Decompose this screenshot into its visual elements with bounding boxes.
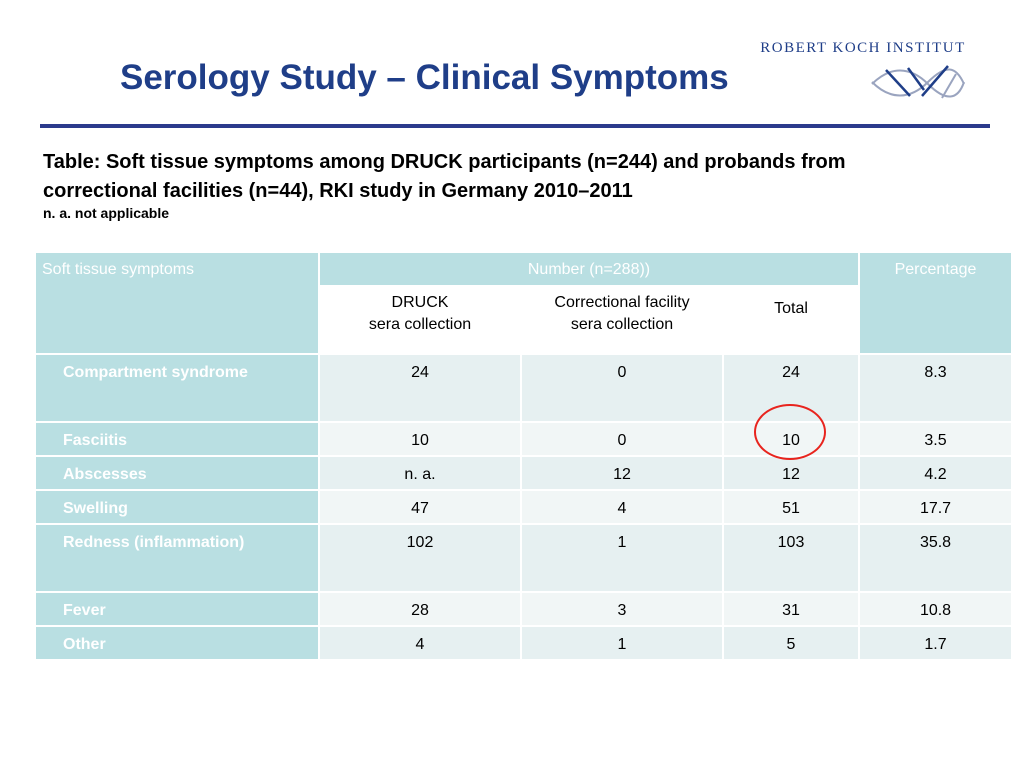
cell-total: 12 bbox=[721, 455, 861, 491]
cell-druck: 24 bbox=[318, 353, 522, 423]
header-soft-tissue-symptoms: Soft tissue symptoms bbox=[34, 251, 320, 355]
symptoms-table: Soft tissue symptoms Number (n=288)) Per… bbox=[34, 251, 1014, 661]
header-number-group: Number (n=288)) bbox=[317, 251, 861, 287]
cell-druck: 47 bbox=[318, 489, 522, 525]
header-druck-line-1: DRUCK bbox=[391, 294, 449, 311]
table-row: Fever 28 3 31 10.8 bbox=[34, 591, 1014, 627]
cell-total: 31 bbox=[721, 591, 861, 627]
cell-druck: 102 bbox=[318, 523, 522, 593]
cell-druck: 28 bbox=[318, 591, 522, 627]
cell-druck: n. a. bbox=[318, 455, 522, 491]
cell-percentage: 4.2 bbox=[858, 455, 1014, 491]
row-label: Swelling bbox=[34, 489, 320, 525]
row-label: Redness (inflammation) bbox=[34, 523, 320, 593]
cell-correctional: 12 bbox=[520, 455, 724, 491]
header-druck: DRUCK sera collection bbox=[318, 285, 522, 355]
cell-percentage: 1.7 bbox=[858, 625, 1014, 661]
table-row: Other 4 1 5 1.7 bbox=[34, 625, 1014, 661]
table-row: Swelling 47 4 51 17.7 bbox=[34, 489, 1014, 525]
title-divider bbox=[40, 124, 990, 128]
header-correctional: Correctional facility sera collection bbox=[520, 285, 724, 355]
cell-correctional: 1 bbox=[520, 625, 724, 661]
table-row: Redness (inflammation) 102 1 103 35.8 bbox=[34, 523, 1014, 593]
caption-line-1: Table: Soft tissue symptoms among DRUCK … bbox=[43, 151, 846, 173]
header-druck-line-2: sera collection bbox=[368, 316, 472, 333]
cell-correctional: 0 bbox=[520, 421, 724, 457]
table-caption: Table: Soft tissue symptoms among DRUCK … bbox=[43, 148, 993, 206]
highlight-circle bbox=[754, 404, 826, 460]
table-row: Abscesses n. a. 12 12 4.2 bbox=[34, 455, 1014, 491]
table-row: Compartment syndrome 24 0 24 8.3 bbox=[34, 353, 1014, 423]
header-correctional-line-1: Correctional facility bbox=[554, 294, 690, 311]
cell-druck: 10 bbox=[318, 421, 522, 457]
rki-helix-logo-icon bbox=[871, 65, 965, 99]
cell-correctional: 3 bbox=[520, 591, 724, 627]
cell-correctional: 1 bbox=[520, 523, 724, 593]
cell-total: 103 bbox=[721, 523, 861, 593]
cell-druck: 4 bbox=[318, 625, 522, 661]
table-row: Fasciitis 10 0 10 3.5 bbox=[34, 421, 1014, 457]
cell-percentage: 17.7 bbox=[858, 489, 1014, 525]
cell-percentage: 8.3 bbox=[858, 353, 1014, 423]
header-correctional-line-2: sera collection bbox=[570, 316, 674, 333]
cell-correctional: 4 bbox=[520, 489, 724, 525]
row-label: Abscesses bbox=[34, 455, 320, 491]
row-label: Fever bbox=[34, 591, 320, 627]
rki-logo: ROBERT KOCH INSTITUT bbox=[752, 40, 974, 104]
caption-line-2: correctional facilities (n=44), RKI stud… bbox=[43, 180, 633, 202]
row-label: Compartment syndrome bbox=[34, 353, 320, 423]
cell-total: 5 bbox=[721, 625, 861, 661]
page-title: Serology Study – Clinical Symptoms bbox=[120, 58, 729, 97]
cell-percentage: 10.8 bbox=[858, 591, 1014, 627]
logo-text: ROBERT KOCH INSTITUT bbox=[760, 40, 966, 56]
header-total-label: Total bbox=[774, 300, 808, 317]
header-total: Total bbox=[721, 285, 861, 355]
row-label: Fasciitis bbox=[34, 421, 320, 457]
cell-total: 51 bbox=[721, 489, 861, 525]
cell-percentage: 35.8 bbox=[858, 523, 1014, 593]
table-note: n. a. not applicable bbox=[43, 205, 170, 221]
cell-percentage: 3.5 bbox=[858, 421, 1014, 457]
header-percentage: Percentage bbox=[858, 251, 1014, 355]
row-label: Other bbox=[34, 625, 320, 661]
cell-correctional: 0 bbox=[520, 353, 724, 423]
